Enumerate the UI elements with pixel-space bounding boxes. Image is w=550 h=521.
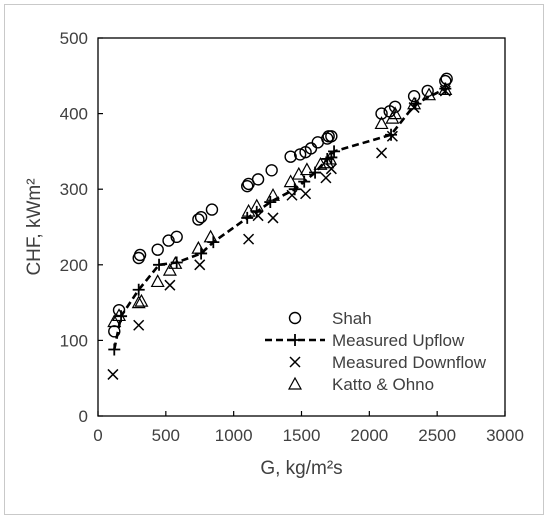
x-tick-label: 2500 [418, 426, 456, 445]
data-point-measured-downflow [300, 188, 312, 200]
y-tick-label: 100 [60, 331, 88, 350]
y-tick-label: 500 [60, 29, 88, 48]
legend-marker [289, 356, 301, 368]
data-point-katto-ohno [422, 87, 437, 101]
data-point-katto-ohno [168, 256, 183, 269]
data-point-measured-upflow [241, 211, 254, 224]
series-katto-ohno [107, 82, 453, 328]
chart-frame [4, 4, 544, 515]
data-point-katto-ohno [249, 198, 264, 212]
data-point-shah [162, 234, 175, 247]
data-point-measured-downflow [164, 279, 176, 291]
x-tick-label: 1500 [283, 426, 321, 445]
data-point-shah [322, 130, 335, 143]
data-point-measured-downflow [252, 210, 264, 222]
data-point-katto-ohno [150, 274, 165, 288]
data-point-shah [265, 164, 278, 177]
data-point-shah [440, 72, 453, 86]
data-point-measured-downflow [286, 189, 298, 201]
data-point-shah [388, 100, 402, 113]
x-tick-label: 3000 [486, 426, 524, 445]
axes: 0 500 1000 1500 2000 2500 3000 0 100 200 300 400 500 [60, 29, 524, 445]
data-point-katto-ohno [283, 174, 298, 188]
y-tick-label: 300 [60, 180, 88, 199]
series-line-measured-upflow [113, 87, 446, 350]
data-point-measured-downflow [386, 130, 398, 142]
data-point-katto-ohno [374, 116, 389, 130]
data-point-measured-upflow [264, 196, 277, 209]
x-tick-label: 2000 [350, 426, 388, 445]
data-point-katto-ohno [438, 82, 453, 96]
data-point-katto-ohno [131, 295, 146, 309]
data-point-shah [205, 203, 219, 216]
data-point-measured-upflow [328, 145, 341, 158]
data-point-measured-downflow [107, 368, 119, 380]
legend-label: Measured Downflow [332, 353, 487, 372]
data-point-measured-upflow [108, 343, 121, 356]
data-point-measured-downflow [267, 212, 279, 224]
data-point-katto-ohno [407, 96, 422, 110]
data-point-katto-ohno [322, 151, 338, 165]
data-point-shah [284, 150, 297, 163]
data-point-measured-upflow [132, 283, 145, 296]
x-tick-label: 500 [152, 426, 180, 445]
legend-item-shah: Shah [288, 309, 372, 328]
y-axis-title: CHF, kWm² [24, 178, 45, 275]
legend-marker [287, 376, 303, 390]
series-measured-upflow [108, 82, 452, 356]
data-point-measured-downflow [320, 172, 332, 184]
legend-label: Katto & Ohno [332, 375, 434, 394]
y-tick-label: 0 [79, 407, 88, 426]
y-tick-label: 400 [60, 105, 88, 124]
data-point-shah [293, 148, 307, 161]
legend-label: Shah [332, 309, 372, 328]
data-point-shah [325, 130, 338, 143]
x-axis-title: G, kg/m²s [260, 458, 342, 479]
data-point-measured-downflow [194, 259, 206, 271]
data-point-shah [251, 173, 265, 186]
data-point-katto-ohno [162, 262, 177, 276]
legend-marker [289, 334, 301, 346]
data-point-measured-downflow [243, 233, 255, 245]
data-point-shah [241, 179, 254, 193]
legend-item-measured-downflow: Measured Downflow [289, 353, 487, 372]
x-tick-label: 1000 [215, 426, 253, 445]
data-point-shah [407, 90, 421, 103]
data-point-katto-ohno [299, 162, 314, 176]
data-point-shah [194, 210, 208, 224]
data-point-katto-ohno [191, 240, 206, 254]
series-shah [108, 72, 453, 338]
y-tick-label: 200 [60, 256, 88, 275]
legend: Shah Measured Upflow Measured Downflow Katt… [265, 309, 487, 394]
legend-item-measured-upflow: Measured Upflow [265, 331, 465, 350]
data-point-shah [375, 107, 388, 120]
data-point-measured-downflow [325, 163, 337, 175]
data-point-measured-downflow [376, 147, 388, 159]
data-point-measured-downflow [133, 319, 145, 331]
data-point-shah [108, 325, 121, 338]
data-point-shah [151, 243, 164, 256]
data-point-katto-ohno [134, 293, 149, 307]
data-point-katto-ohno [265, 187, 281, 201]
data-point-shah [133, 248, 147, 262]
plot-series [107, 72, 453, 380]
legend-item-katto-ohno: Katto & Ohno [287, 375, 434, 394]
legend-marker [288, 311, 302, 325]
data-point-shah [170, 230, 183, 244]
data-point-katto-ohno [112, 308, 127, 322]
data-point-katto-ohno [388, 106, 403, 120]
data-point-shah [192, 213, 205, 226]
x-tick-label: 0 [93, 426, 102, 445]
data-point-measured-upflow [153, 258, 166, 271]
data-point-katto-ohno [203, 229, 218, 243]
legend-label: Measured Upflow [332, 331, 465, 350]
